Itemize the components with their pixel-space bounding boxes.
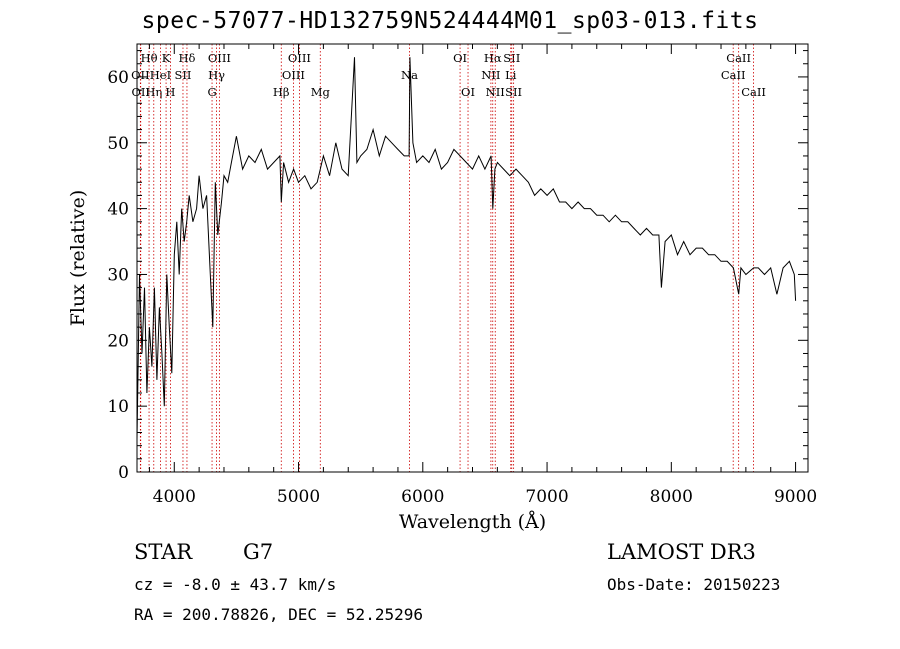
line-marker-label: CaII [721, 68, 746, 82]
line-marker-label: OIII [208, 51, 231, 65]
y-tick-label: 10 [107, 397, 129, 417]
line-marker-label: OIII [288, 51, 311, 65]
line-marker-label: Hα [484, 51, 502, 65]
line-marker-label: SII [505, 85, 522, 99]
object-type: STAR [134, 540, 193, 564]
line-marker-label: OIII [282, 68, 305, 82]
y-tick-label: 30 [107, 265, 129, 285]
x-tick-label: 6000 [401, 487, 444, 507]
redshift-info: cz = -8.0 ± 43.7 km/s [134, 575, 337, 594]
plot-frame [136, 43, 809, 473]
line-marker-label: Hθ [141, 51, 158, 65]
x-tick-label: 9000 [774, 487, 817, 507]
line-marker-label: CaII [741, 85, 766, 99]
line-marker-label: SII [174, 68, 191, 82]
line-marker-label: NII [486, 85, 505, 99]
spectral-subclass: G7 [243, 540, 274, 564]
line-marker-label: SII [503, 51, 520, 65]
line-marker-label: Hγ [208, 68, 225, 82]
y-axis-label: Flux (relative) [67, 190, 89, 327]
line-marker-label: K [162, 51, 171, 65]
line-marker-label: H [165, 85, 175, 99]
line-marker-label: Hβ [273, 85, 290, 99]
x-tick-label: 8000 [650, 487, 693, 507]
y-tick-label: 60 [107, 68, 129, 88]
line-marker-label: G [207, 85, 216, 99]
flux-series-line [136, 57, 797, 440]
y-tick-label: 40 [107, 200, 129, 220]
line-marker-label: OII [131, 85, 150, 99]
y-tick-label: 20 [107, 331, 129, 351]
chart-title: spec-57077-HD132759N524444M01_sp03-013.f… [141, 8, 759, 34]
x-tick-label: 4000 [153, 487, 196, 507]
y-tick-label: 50 [107, 134, 129, 154]
axis-ticks: 4000 5000 6000 7000 8000 9000 0 10 20 30 40 50 60 [107, 44, 817, 507]
line-marker-label: Hδ [178, 51, 195, 65]
line-marker-label: Hη [145, 85, 162, 99]
line-marker-label: HeI [150, 68, 171, 82]
line-marker-label: OII [131, 68, 150, 82]
obs-date: Obs-Date: 20150223 [607, 575, 781, 594]
coordinates: RA = 200.78826, DEC = 52.25296 [134, 605, 423, 624]
x-axis-label: Wavelength (Å) [399, 511, 546, 533]
y-tick-label: 0 [118, 463, 129, 483]
line-marker-label: CaII [726, 51, 751, 65]
x-tick-label: 7000 [525, 487, 568, 507]
line-marker-label: Mg [311, 85, 331, 99]
line-marker-label: Li [505, 68, 517, 82]
line-marker-label: OI [453, 51, 467, 65]
line-marker-label: OI [461, 85, 475, 99]
survey-name: LAMOST DR3 [607, 540, 756, 564]
line-marker-label: NII [481, 68, 500, 82]
x-tick-label: 5000 [277, 487, 320, 507]
